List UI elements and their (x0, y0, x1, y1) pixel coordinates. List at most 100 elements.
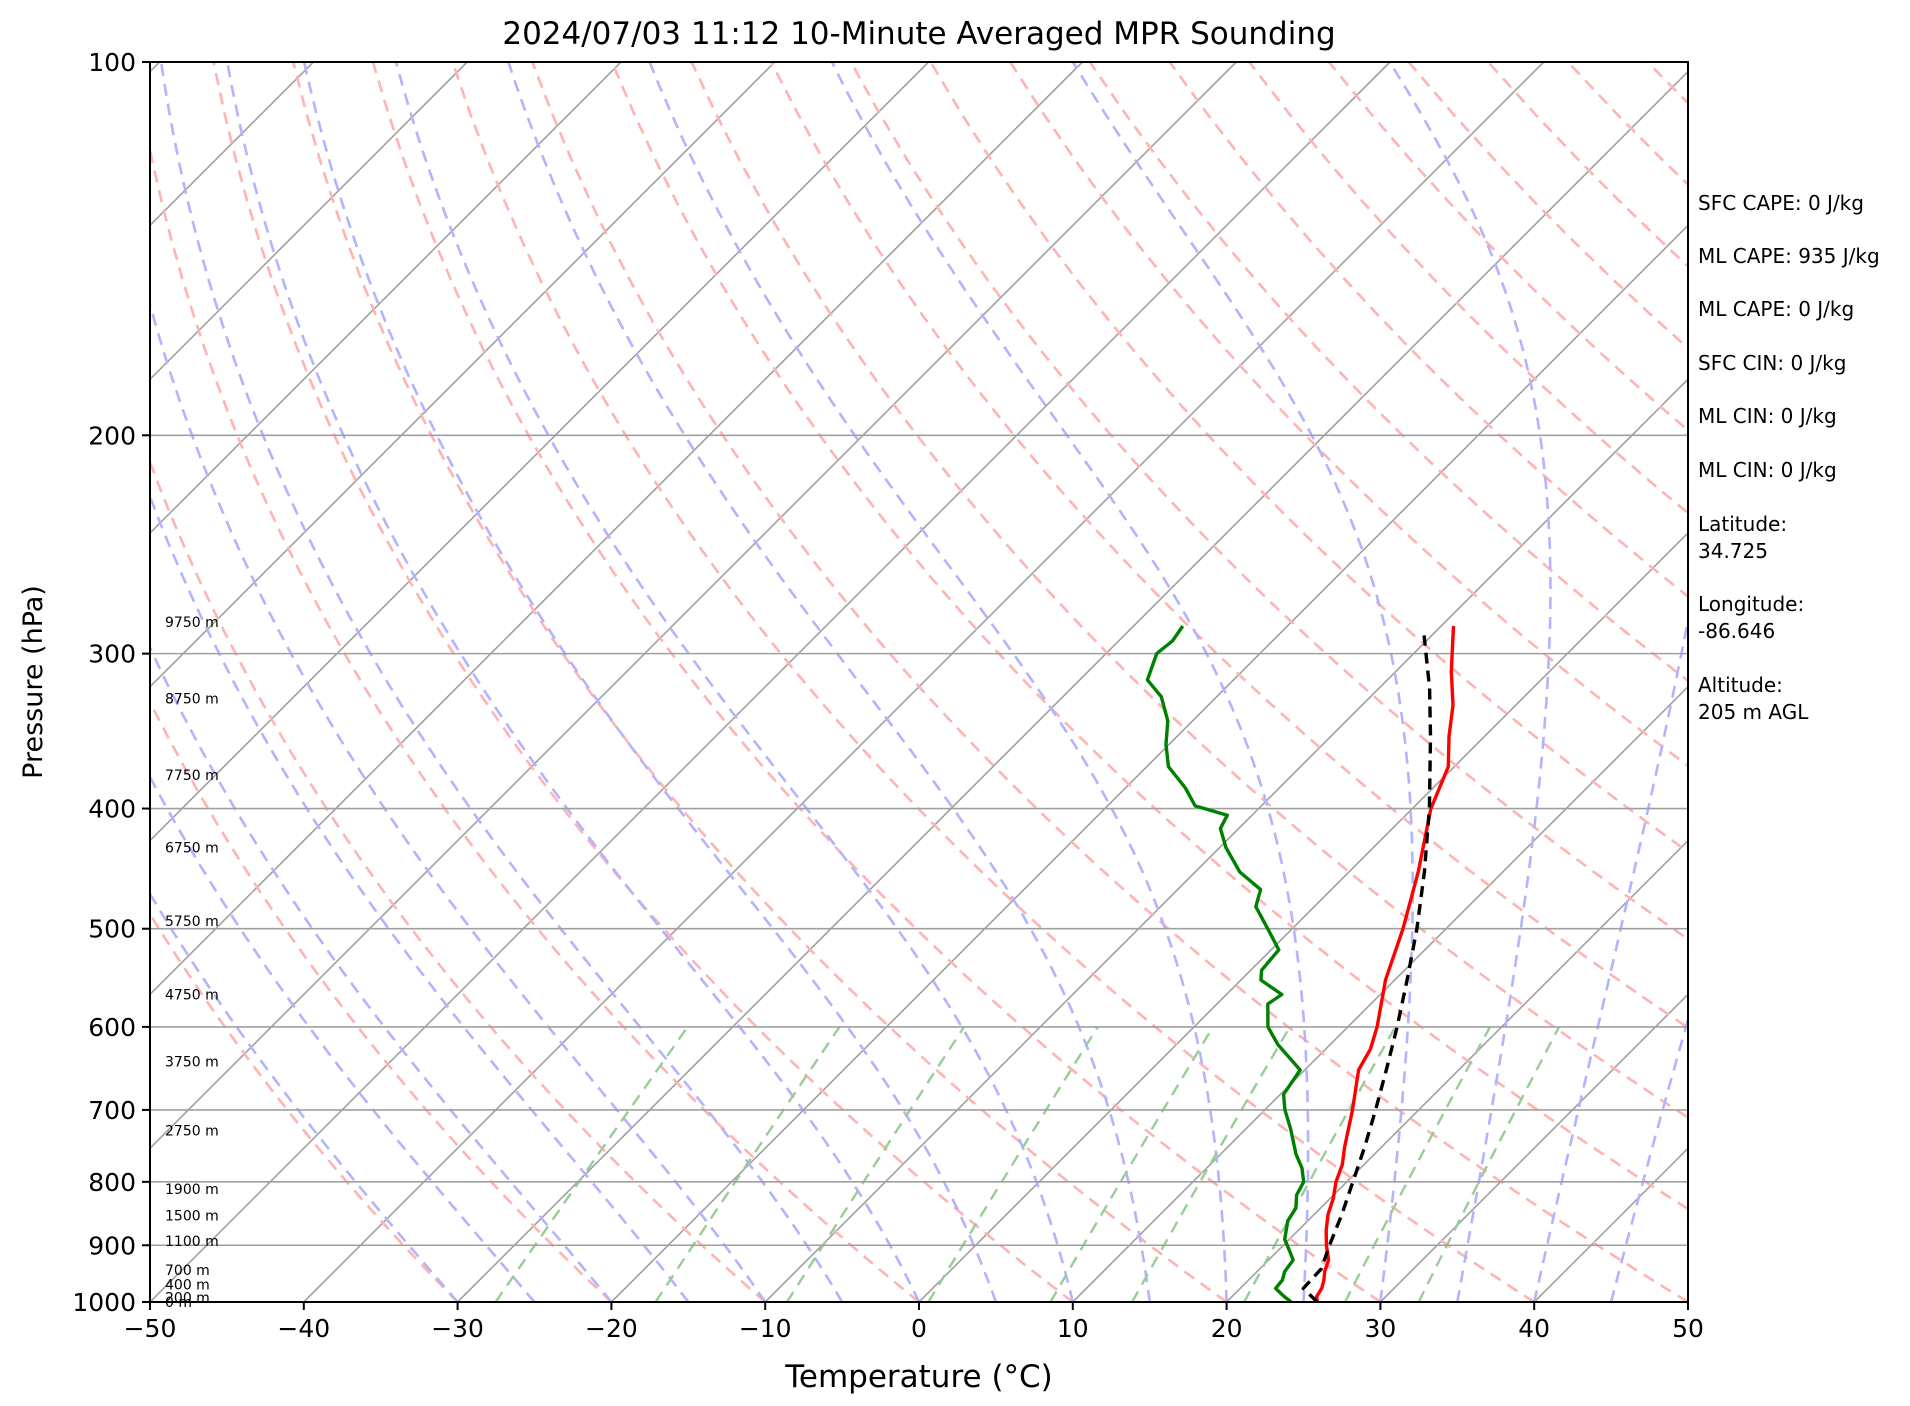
height-label: 8750 m (165, 691, 219, 707)
x-tick-label: 20 (1211, 1314, 1243, 1343)
moist-adiabat-line (150, 299, 767, 1302)
isotherm-line (150, 62, 1083, 996)
isotherm-line (150, 62, 468, 381)
y-axis-label: Pressure (hPa) (18, 585, 49, 779)
height-label: 2750 m (165, 1123, 219, 1139)
index-sfc-cape: SFC CAPE: 0 J/kg (1698, 191, 1864, 215)
isotherm-line (918, 531, 1688, 1302)
x-tick-label: 30 (1364, 1314, 1396, 1343)
dry-adiabat-line (212, 62, 1074, 1302)
moist-adiabat-line (150, 493, 690, 1302)
height-label: 1100 m (165, 1234, 219, 1250)
isotherm-line (1226, 839, 1688, 1302)
mixing-ratio-line (1343, 1026, 1492, 1302)
height-label: 7750 m (165, 768, 219, 784)
dry-adiabat-line (451, 62, 1535, 1302)
index-ml-cape-2: ML CAPE: 0 J/kg (1698, 297, 1854, 321)
x-tick-label: 50 (1672, 1314, 1704, 1343)
latitude-value: 34.725 (1698, 539, 1768, 563)
moist-adiabat-line (1388, 62, 1552, 1302)
moist-adiabat-line (1609, 1014, 1688, 1302)
moist-adiabat-line (830, 62, 1310, 1302)
dry-adiabat-line (150, 911, 459, 1302)
height-label: 700 m (165, 1263, 210, 1279)
y-tick-label: 200 (88, 421, 136, 450)
height-label: 400 m (165, 1277, 210, 1293)
moist-adiabat-line (1071, 62, 1414, 1302)
mixing-ratio-line (1417, 1026, 1561, 1302)
latitude-label: Latitude: (1698, 512, 1787, 536)
side-panel: SFC CAPE: 0 J/kg ML CAPE: 935 J/kg ML CA… (1698, 191, 1880, 724)
dry-adiabat-line (1168, 62, 1688, 599)
index-ml-cin-2: ML CIN: 0 J/kg (1698, 458, 1837, 482)
x-tick-label: −30 (431, 1314, 484, 1343)
dry-adiabat-line (292, 62, 1228, 1302)
moist-adiabat-line (648, 62, 1228, 1302)
y-tick-label: 300 (88, 640, 136, 669)
isotherm-line (610, 224, 1688, 1302)
isotherm-line (1072, 685, 1688, 1302)
x-tick-label: 10 (1057, 1314, 1089, 1343)
x-tick-label: −20 (585, 1314, 638, 1343)
height-label: 3750 m (165, 1055, 219, 1071)
y-tick-label: 400 (88, 795, 136, 824)
isotherm-line (303, 62, 1545, 1302)
x-tick-label: −10 (739, 1314, 792, 1343)
dry-adiabat-line (690, 62, 1688, 1120)
x-axis-label: Temperature (°C) (784, 1359, 1053, 1395)
longitude-label: Longitude: (1698, 592, 1804, 616)
moist-adiabat-line (159, 62, 844, 1302)
index-ml-cape: ML CAPE: 935 J/kg (1698, 244, 1880, 268)
isotherm-line (150, 62, 1237, 1150)
height-label: 1500 m (165, 1209, 219, 1225)
dry-adiabat-line (150, 699, 613, 1302)
dry-adiabat-line (770, 62, 1688, 1030)
height-label: 1900 m (165, 1182, 219, 1198)
mixing-ratio-line (1049, 1026, 1214, 1302)
temperature-profile-line (1314, 625, 1456, 1302)
altitude-label: Altitude: (1698, 673, 1783, 697)
dry-adiabat-line (1009, 62, 1688, 768)
dewpoint-profile-line (1145, 625, 1306, 1302)
dry-adiabat-line (150, 458, 767, 1302)
longitude-value: -86.646 (1698, 619, 1775, 643)
moist-adiabat-line (225, 62, 921, 1302)
index-ml-cin: ML CIN: 0 J/kg (1698, 404, 1837, 428)
x-tick-label: −40 (277, 1314, 330, 1343)
height-label: 4750 m (165, 988, 219, 1004)
isotherm-line (150, 62, 622, 535)
y-tick-label: 500 (88, 915, 136, 944)
height-label: 6750 m (165, 841, 219, 857)
dry-adiabat-line (610, 62, 1688, 1211)
altitude-value: 205 m AGL (1698, 700, 1809, 724)
y-tick-label: 100 (88, 48, 136, 77)
x-tick-label: 40 (1518, 1314, 1550, 1343)
y-tick-label: 600 (88, 1013, 136, 1042)
isotherm-line (1379, 993, 1688, 1302)
chart-title: 2024/07/03 11:12 10-Minute Averaged MPR … (502, 16, 1335, 52)
isotherm-line (764, 378, 1688, 1302)
dry-adiabat-line (531, 62, 1688, 1302)
isotherm-line (457, 70, 1688, 1302)
y-tick-label: 900 (88, 1231, 136, 1260)
moist-adiabat-line (150, 891, 459, 1302)
index-sfc-cin: SFC CIN: 0 J/kg (1698, 351, 1846, 375)
moist-adiabat-line (394, 62, 1075, 1302)
isotherm-line (150, 62, 930, 842)
y-tick-label: 1000 (72, 1288, 136, 1317)
mixing-ratio-line (1243, 1026, 1397, 1302)
dry-adiabat-line (1088, 62, 1688, 683)
isotherm-line (150, 62, 776, 688)
moist-adiabat-line (507, 62, 1151, 1302)
dry-adiabat-line (371, 62, 1382, 1302)
isotherm-line (150, 62, 1391, 1302)
parcel-profile-line (1301, 635, 1433, 1302)
x-tick-label: 0 (911, 1314, 927, 1343)
y-tick-label: 800 (88, 1168, 136, 1197)
mixing-ratio-line (1131, 1026, 1291, 1302)
height-label: 9750 m (165, 615, 219, 631)
height-label: 5750 m (165, 914, 219, 930)
moist-adiabat-line (1532, 613, 1688, 1302)
x-tick-label: −50 (124, 1314, 177, 1343)
